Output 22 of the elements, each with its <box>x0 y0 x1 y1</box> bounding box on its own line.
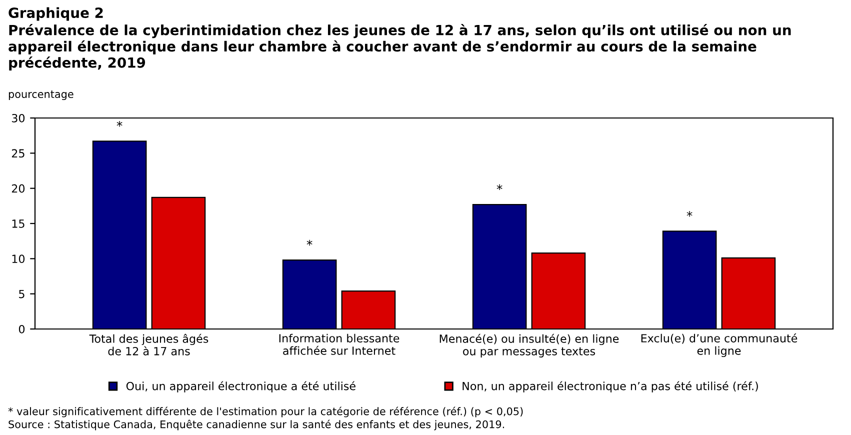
x-tick-label: Information blessante affichée sur Internet <box>279 334 400 355</box>
annotation: * <box>116 121 122 127</box>
chart-subtitle: Prévalence de la cyberintimidation chez les jeunes de 12 à 17 ans, selon qu’ils ont utilisé ou non un appareil électronique dans leur chambre à coucher avant de s’endormir au cours de la semaine précédente, 2019 <box>8 24 791 71</box>
annotation: * <box>686 211 692 217</box>
legend-label: Oui, un appareil électronique a été utilisé <box>126 381 356 392</box>
source-note: Source : Statistique Canada, Enquête canadienne sur la santé des enfants et des jeunes, 2019. <box>8 420 504 430</box>
y-tick-label: 5 <box>19 290 24 298</box>
annotation: * <box>496 184 502 190</box>
x-tick-label: Exclu(e) d’une communauté en ligne <box>641 333 798 358</box>
text: * valeur significativement différente de l'estimation pour la catégorie de référence (réf.) (p < 0,05) <box>8 406 523 418</box>
y-tick-label: 15 <box>12 220 24 228</box>
y-axis-title: pourcentage <box>8 90 74 100</box>
y-tick-label: 30 <box>12 114 25 122</box>
chart-title: Graphique 2 <box>8 7 103 21</box>
annotation: * <box>306 240 312 246</box>
legend-label: Non, un appareil électronique n’a pas été utilisé (réf.) <box>462 381 758 392</box>
y-tick-label: 20 <box>12 184 25 193</box>
x-tick-label: Total des jeunes âgés de 12 à 17 ans <box>89 334 208 356</box>
y-tick-label: 10 <box>12 254 25 264</box>
y-tick-label: 25 <box>12 149 24 158</box>
y-tick-label: 0 <box>18 324 25 334</box>
x-tick-label: Menacé(e) ou insulté(e) en ligne ou par messages textes <box>440 334 619 358</box>
